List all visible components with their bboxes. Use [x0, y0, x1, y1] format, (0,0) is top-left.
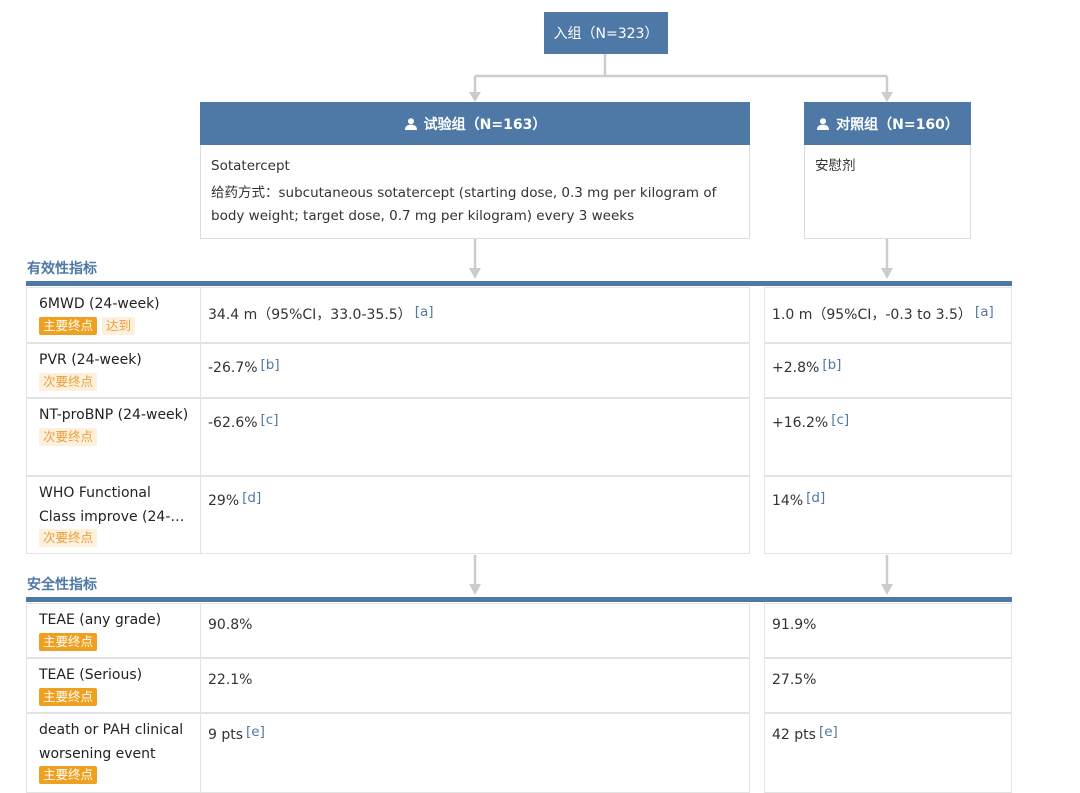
metric-name: TEAE (any grade): [39, 612, 162, 628]
enrollment-box: 入组（N=323）: [544, 12, 668, 54]
control-value: +2.8%: [772, 360, 820, 376]
control-value: 42 pts: [772, 727, 816, 743]
control-value-cell: 42 pts [e]: [764, 713, 1012, 793]
treatment-value-cell: -62.6% [c]: [200, 398, 750, 476]
treatment-value: 34.4 m（95%CI，33.0-35.5）: [208, 307, 412, 323]
treatment-value-cell: 34.4 m（95%CI，33.0-35.5） [a]: [200, 287, 750, 343]
user-icon: [817, 117, 830, 130]
metric-label-cell: PVR (24-week) 次要终点: [26, 343, 201, 398]
treatment-value: -26.7%: [208, 360, 258, 376]
control-arm-title: 对照组（N=160）: [836, 116, 959, 133]
primary-endpoint-badge: 主要终点: [39, 632, 98, 651]
treatment-value: 9 pts: [208, 727, 244, 743]
safety-section-bar: [26, 597, 1012, 602]
control-value-cell: 91.9%: [764, 603, 1012, 658]
reference-link[interactable]: [a]: [414, 304, 434, 320]
reference-link[interactable]: [b]: [260, 357, 280, 373]
metric-name: NT-proBNP (24-week): [39, 407, 189, 423]
reference-link[interactable]: [d]: [242, 490, 262, 506]
control-value: 91.9%: [772, 617, 817, 633]
metric-name: TEAE (Serious): [39, 667, 143, 683]
control-value-cell: 1.0 m（95%CI，-0.3 to 3.5） [a]: [764, 287, 1012, 343]
metric-name: WHO Functional Class improve (24-week): [39, 485, 171, 525]
control-value-cell: 27.5%: [764, 658, 1012, 713]
reference-link[interactable]: [d]: [806, 490, 826, 506]
enrollment-label: 入组（N=323）: [553, 26, 659, 42]
endpoint-badges: 次要终点: [39, 372, 192, 391]
treatment-value: 29%: [208, 493, 240, 509]
control-value-cell: +16.2% [c]: [764, 398, 1012, 476]
route-label: 给药方式：: [211, 185, 279, 201]
endpoint-badges: 主要终点: [39, 766, 192, 784]
control-arm-body: 安慰剂: [804, 145, 971, 239]
endpoint-badges: 次要终点: [39, 427, 192, 446]
reference-link[interactable]: [b]: [822, 357, 842, 373]
endpoint-badges: 主要终点: [39, 687, 192, 706]
efficacy-section-title: 有效性指标: [27, 261, 97, 277]
control-drug: 安慰剂: [815, 158, 856, 174]
metric-label-cell: TEAE (any grade) 主要终点: [26, 603, 201, 658]
reference-link[interactable]: [e]: [246, 724, 265, 740]
metric-name: 6MWD (24-week): [39, 296, 160, 312]
treatment-arm-body: Sotatercept 给药方式：subcutaneous sotatercep…: [200, 145, 750, 239]
route-text: subcutaneous sotatercept (starting dose,…: [211, 185, 717, 224]
primary-endpoint-badge: 主要终点: [39, 687, 98, 706]
treatment-drug: Sotatercept: [211, 158, 290, 174]
secondary-endpoint-badge: 次要终点: [39, 427, 98, 446]
treatment-arm-header: 试验组（N=163）: [200, 102, 750, 145]
secondary-endpoint-badge: 次要终点: [39, 529, 98, 547]
control-value: 27.5%: [772, 672, 817, 688]
control-value: 14%: [772, 493, 804, 509]
treatment-value-cell: -26.7% [b]: [200, 343, 750, 398]
reference-link[interactable]: [a]: [974, 304, 994, 320]
treatment-value: 90.8%: [208, 617, 253, 633]
metric-label-cell: NT-proBNP (24-week) 次要终点: [26, 398, 201, 476]
treatment-value: -62.6%: [208, 415, 258, 431]
treatment-arm-title: 试验组（N=163）: [423, 116, 547, 133]
achieved-badge: 达到: [102, 316, 136, 335]
control-arm-header: 对照组（N=160）: [804, 102, 971, 145]
endpoint-badges: 主要终点: [39, 632, 192, 651]
endpoint-badges: 次要终点: [39, 529, 192, 547]
control-value-cell: +2.8% [b]: [764, 343, 1012, 398]
reference-link[interactable]: [c]: [260, 412, 279, 428]
secondary-endpoint-badge: 次要终点: [39, 372, 98, 391]
safety-section-title: 安全性指标: [27, 577, 97, 593]
metric-label-cell: WHO Functional Class improve (24-week) 次要…: [26, 476, 201, 554]
metric-label-cell: death or PAH clinical worsening event 主要终…: [26, 713, 201, 793]
treatment-value-cell: 22.1%: [200, 658, 750, 713]
efficacy-section-bar: [26, 281, 1012, 286]
primary-endpoint-badge: 主要终点: [39, 766, 98, 784]
treatment-route: 给药方式：subcutaneous sotatercept (starting …: [211, 182, 739, 228]
metric-name: PVR (24-week): [39, 352, 142, 368]
treatment-value-cell: 90.8%: [200, 603, 750, 658]
metric-name: death or PAH clinical worsening event: [39, 722, 184, 762]
primary-endpoint-badge: 主要终点: [39, 316, 98, 335]
reference-link[interactable]: [c]: [831, 412, 850, 428]
endpoint-badges: 主要终点 达到: [39, 316, 192, 335]
treatment-value: 22.1%: [208, 672, 253, 688]
treatment-value-cell: 29% [d]: [200, 476, 750, 554]
control-value: 1.0 m（95%CI，-0.3 to 3.5）: [772, 307, 972, 323]
reference-link[interactable]: [e]: [818, 724, 838, 740]
treatment-value-cell: 9 pts [e]: [200, 713, 750, 793]
control-value: +16.2%: [772, 415, 829, 431]
control-value-cell: 14% [d]: [764, 476, 1012, 554]
user-icon: [404, 117, 417, 130]
metric-label-cell: 6MWD (24-week) 主要终点 达到: [26, 287, 201, 343]
metric-label-cell: TEAE (Serious) 主要终点: [26, 658, 201, 713]
